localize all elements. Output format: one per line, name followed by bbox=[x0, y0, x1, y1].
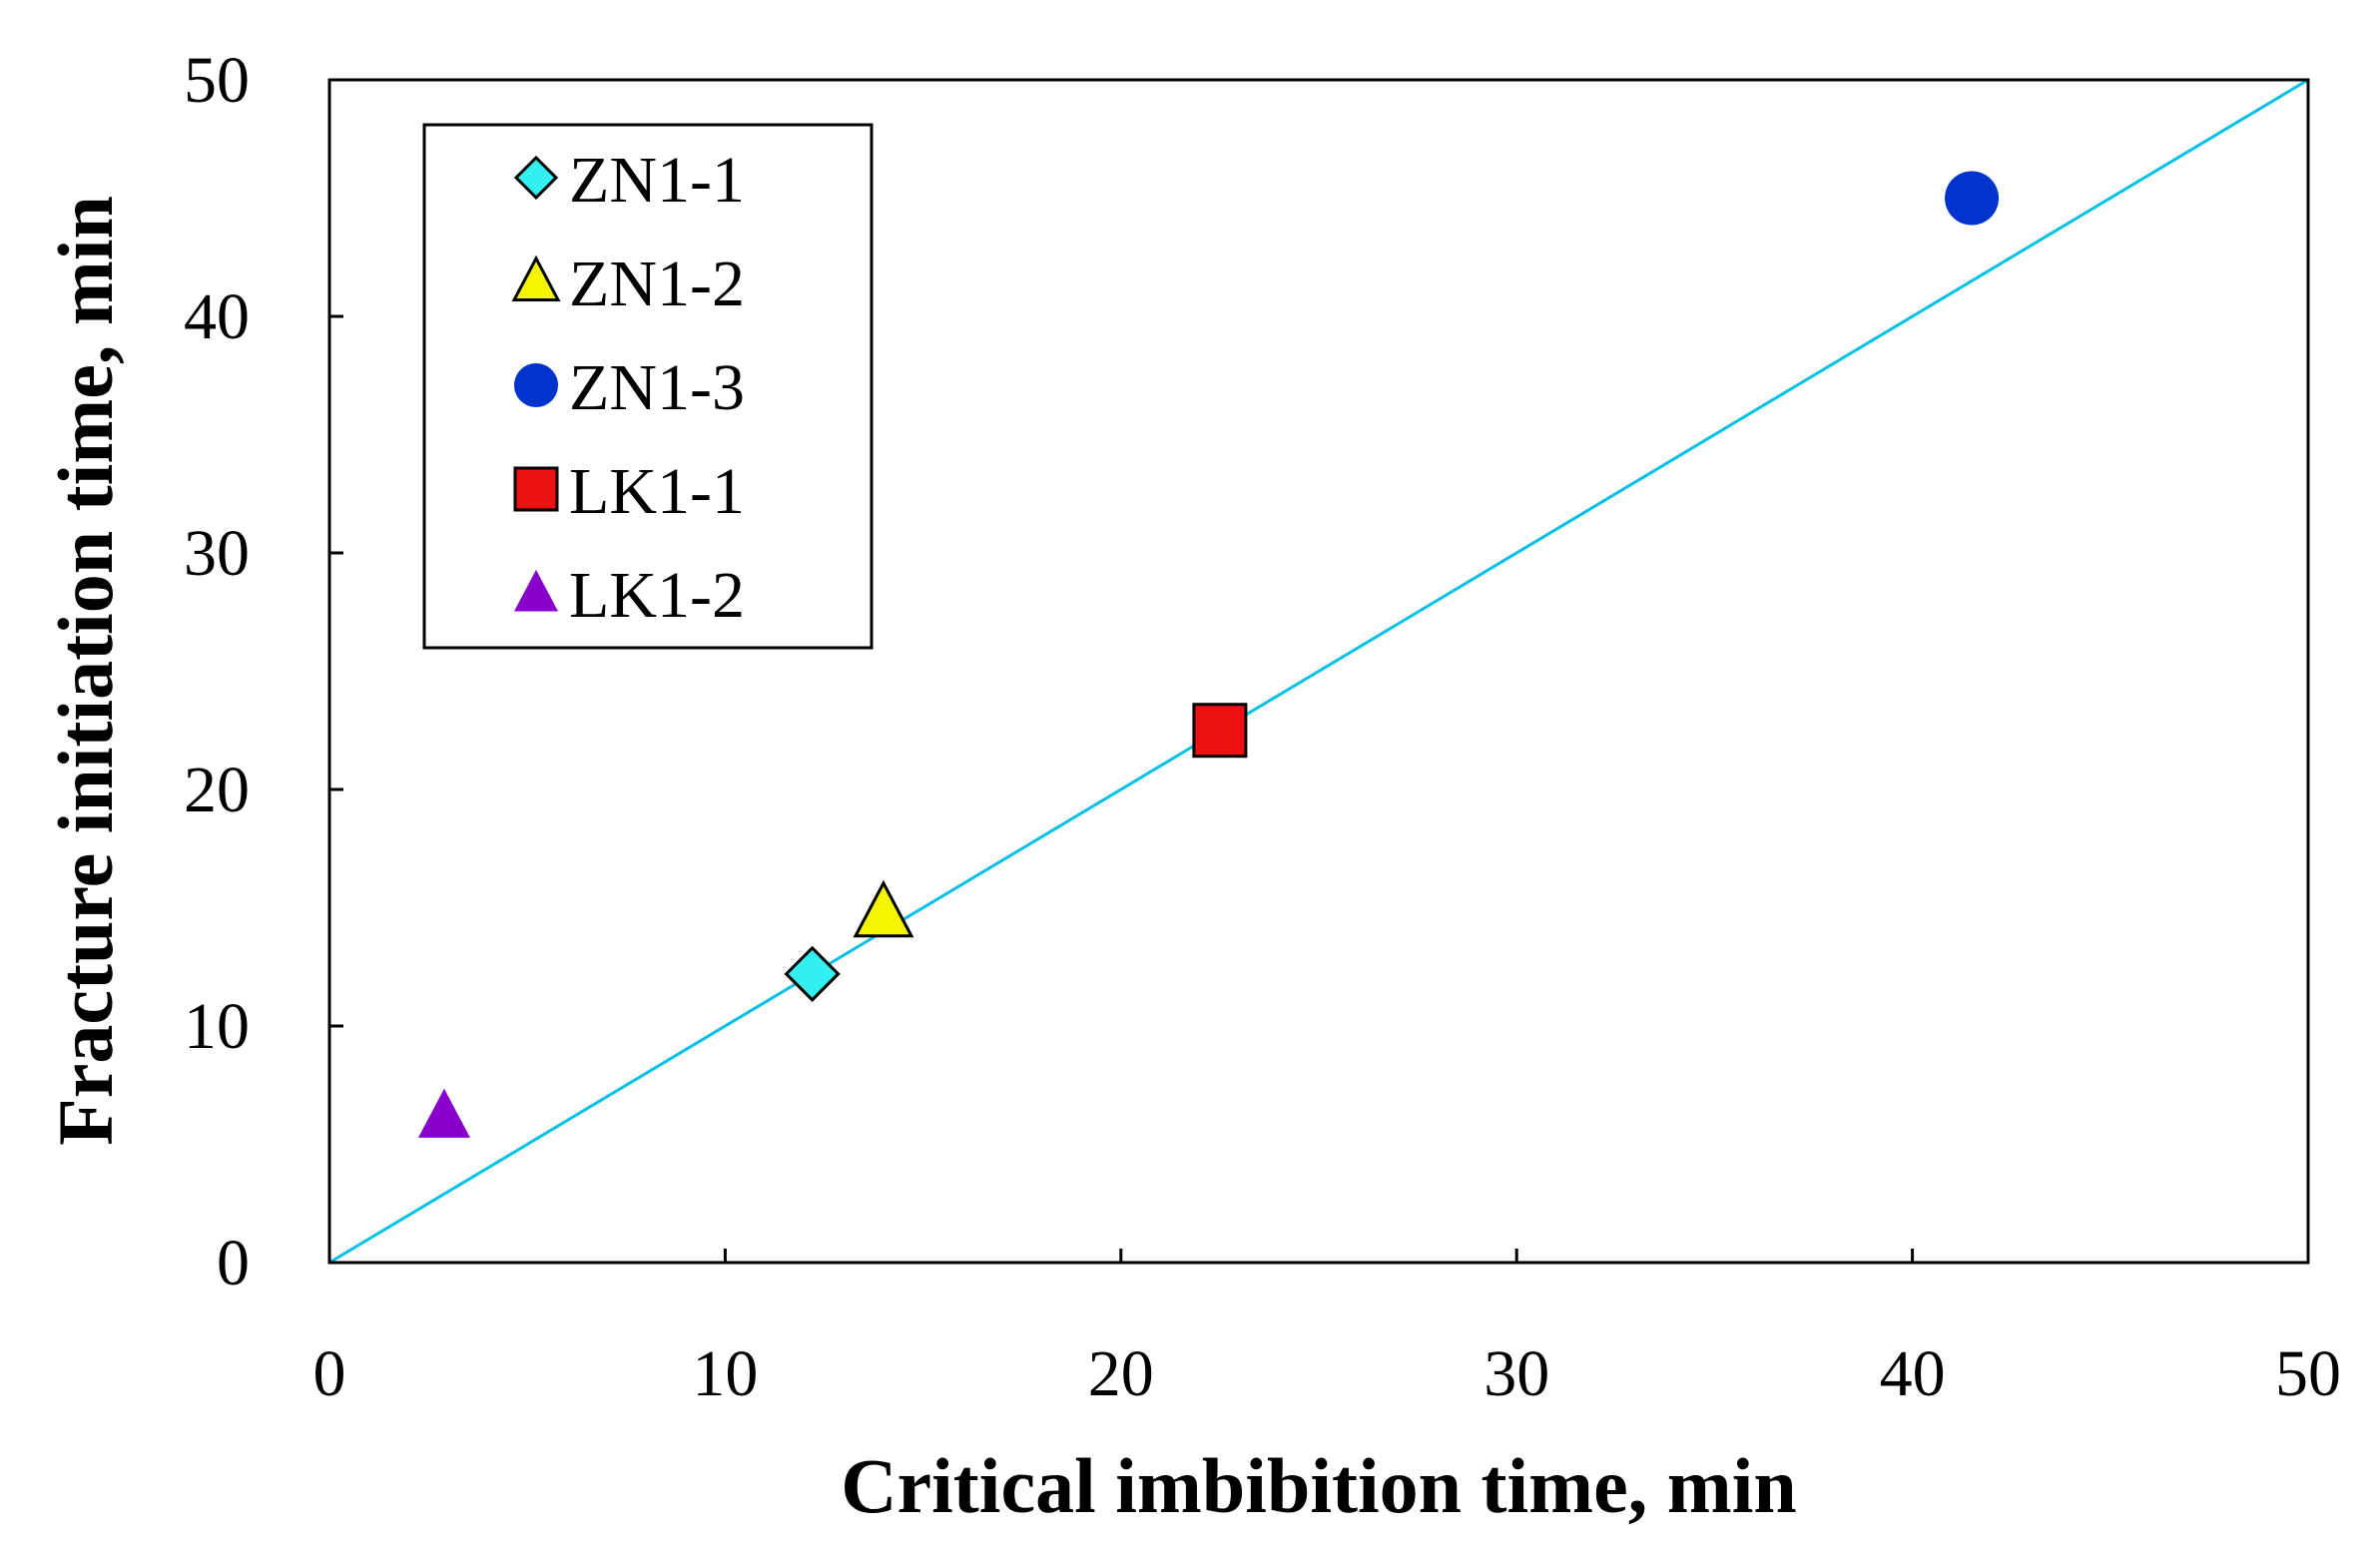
x-tick-label: 50 bbox=[2275, 1337, 2341, 1410]
data-point-lk1-2 bbox=[417, 1088, 470, 1138]
reference-line bbox=[328, 78, 2309, 1265]
y-tick-label: 30 bbox=[184, 517, 250, 590]
x-tick-label: 0 bbox=[313, 1337, 346, 1410]
data-point-zn1-3 bbox=[1945, 171, 2000, 226]
y-tick-label: 40 bbox=[184, 280, 250, 353]
plot-frame bbox=[327, 78, 2310, 1265]
legend-label-lk1-1: LK1-1 bbox=[569, 455, 745, 528]
y-tick-label: 0 bbox=[217, 1227, 250, 1299]
legend-box bbox=[422, 123, 874, 650]
data-point-zn1-1 bbox=[784, 945, 841, 1002]
legend-marker-zn1-3 bbox=[514, 363, 558, 407]
legend-marker-lk1-1 bbox=[513, 466, 559, 512]
y-tick-label: 50 bbox=[184, 44, 250, 117]
y-tick-label: 10 bbox=[184, 990, 250, 1063]
data-point-zn1-2 bbox=[853, 879, 914, 938]
x-tick-label: 40 bbox=[1880, 1337, 1946, 1410]
legend-label-lk1-2: LK1-2 bbox=[569, 559, 745, 632]
legend-marker-zn1-2 bbox=[511, 255, 561, 301]
legend-label-zn1-2: ZN1-2 bbox=[569, 248, 745, 320]
x-axis-title: Critical imbibition time, min bbox=[841, 1442, 1797, 1529]
x-tick-label: 20 bbox=[1088, 1337, 1154, 1410]
legend: ZN1-1 ZN1-2 ZN1-3 LK1-1 LK1-2 bbox=[422, 123, 874, 650]
y-axis-title: Fracture initiation time, min bbox=[42, 196, 129, 1146]
legend-label-zn1-3: ZN1-3 bbox=[569, 351, 745, 424]
legend-label-zn1-1: ZN1-1 bbox=[569, 144, 745, 217]
legend-marker-lk1-2 bbox=[514, 569, 558, 612]
x-tick-label: 10 bbox=[692, 1337, 758, 1410]
y-tick-label: 20 bbox=[184, 754, 250, 826]
x-tick-label: 30 bbox=[1484, 1337, 1549, 1410]
legend-marker-zn1-1 bbox=[513, 155, 559, 201]
data-point-lk1-1 bbox=[1192, 703, 1248, 759]
